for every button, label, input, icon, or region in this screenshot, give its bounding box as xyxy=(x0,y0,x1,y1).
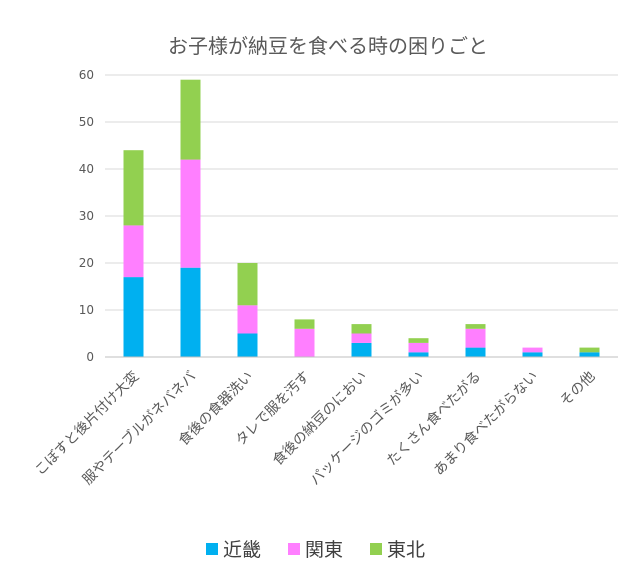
y-axis-ticks: 0 10 20 30 40 50 60 xyxy=(79,68,94,364)
bar-segment-2 xyxy=(351,333,372,343)
category-labels: こぼすと後片付け大変服やテーブルがネバネバ食後の食器洗いタレで服を汚す食後の納豆… xyxy=(31,368,598,489)
bar-segment-1 xyxy=(123,277,144,357)
y-tick-label: 60 xyxy=(79,68,94,82)
legend-label: 近畿 xyxy=(223,539,261,561)
legend-label: 関東 xyxy=(305,539,343,561)
bar-segment-1 xyxy=(522,352,543,357)
category-label: 服やテーブルがネバネバ xyxy=(79,368,199,488)
y-tick-label: 10 xyxy=(79,303,94,317)
legend-label: 東北 xyxy=(387,539,425,561)
bar-segment-2 xyxy=(465,328,486,348)
y-tick-label: 0 xyxy=(86,350,94,364)
bar-segment-2 xyxy=(294,328,315,357)
bar-segment-1 xyxy=(351,342,372,357)
bar-segment-3 xyxy=(180,79,201,160)
category-label: こぼすと後片付け大変 xyxy=(31,368,142,479)
bar-segment-1 xyxy=(465,347,486,357)
category-label: パッケージのゴミが多い xyxy=(307,368,428,489)
legend-swatch xyxy=(206,543,218,555)
bar-segment-3 xyxy=(579,347,600,353)
category-label: 食後の納豆のにおい xyxy=(269,368,370,469)
y-tick-label: 20 xyxy=(79,256,94,270)
bar-segment-1 xyxy=(579,352,600,357)
bar-segment-2 xyxy=(522,347,543,353)
y-tick-label: 40 xyxy=(79,162,94,176)
bar-segment-3 xyxy=(123,150,144,226)
category-label: たくさん食べたがる xyxy=(383,368,484,469)
bar-segment-2 xyxy=(237,305,258,334)
y-tick-label: 50 xyxy=(79,115,94,129)
legend: 近畿 関東 東北 xyxy=(206,539,425,561)
legend-swatch xyxy=(370,543,382,555)
category-label: その他 xyxy=(557,369,598,410)
category-label: あまり食べたがらない xyxy=(430,368,541,479)
chart-title: お子様が納豆を食べる時の困りごと xyxy=(168,34,488,58)
bar-segment-1 xyxy=(180,267,201,357)
bar-segment-1 xyxy=(408,352,429,357)
bar-segment-2 xyxy=(123,225,144,278)
legend-swatch xyxy=(288,543,300,555)
bar-segment-1 xyxy=(237,333,258,357)
bar-segment-3 xyxy=(465,324,486,329)
bar-segment-3 xyxy=(294,319,315,329)
y-tick-label: 30 xyxy=(79,209,94,223)
bar-segment-2 xyxy=(408,342,429,353)
bar-segment-3 xyxy=(408,338,429,343)
bar-segment-3 xyxy=(237,263,258,306)
bar-segment-2 xyxy=(180,159,201,268)
bar-segment-3 xyxy=(351,324,372,334)
bars xyxy=(123,79,600,357)
